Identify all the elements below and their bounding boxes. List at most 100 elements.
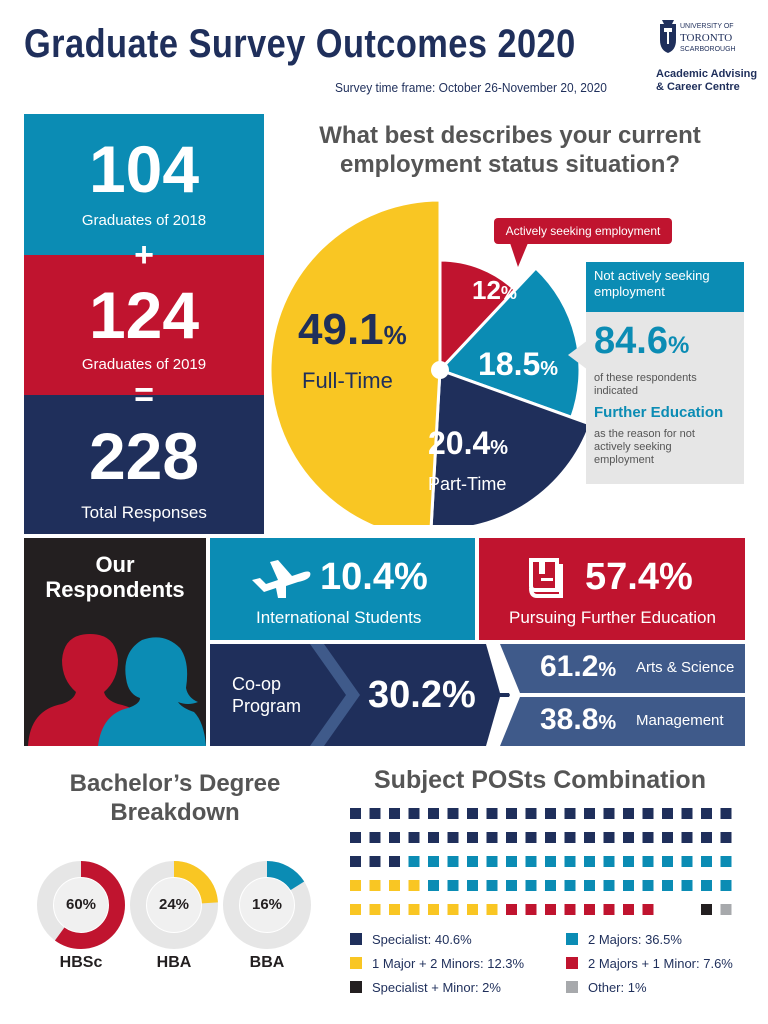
total-responses-label: Total Responses — [81, 503, 207, 522]
waffle-cell-2-majors — [545, 856, 556, 867]
donut-hbsc — [37, 861, 125, 949]
waffle-cell-1-major-2-minors — [389, 880, 400, 891]
donut-center — [240, 878, 294, 932]
waffle-cell-specialist — [369, 808, 381, 819]
coop-chevron — [310, 644, 360, 746]
legend-item: Specialist: 40.6% — [350, 932, 472, 947]
arts-science-pct: 61.2% — [540, 650, 617, 683]
waffle-cell-2-majors — [506, 856, 517, 867]
graduates-2019-box: 124 Graduates of 2019 — [24, 255, 264, 395]
subrow-arrows — [486, 644, 520, 746]
parttime-label: Part-Time — [428, 474, 507, 494]
pie-slice-fulltime — [270, 198, 442, 525]
waffle-cell-specialist — [603, 808, 615, 819]
waffle-cell-1-major-2-minors — [408, 904, 420, 915]
survey-time-frame: Survey time frame: October 26-November 2… — [335, 80, 607, 95]
waffle-cell-other — [720, 904, 732, 915]
notseeking-callout: Not actively seeking employment 84.6% of… — [586, 262, 744, 484]
waffle-cell-2-majors — [564, 880, 576, 891]
waffle-cell-specialist — [681, 808, 693, 819]
book-icon — [529, 558, 563, 598]
posts-legend: Specialist: 40.6% 2 Majors: 36.5% 1 Major … — [350, 932, 750, 1012]
waffle-cell-specialist — [603, 832, 615, 843]
notseeking-pct-label: 18.5% — [478, 346, 559, 382]
waffle-cell-1-major-2-minors — [447, 904, 459, 915]
employment-pie-chart — [270, 198, 593, 525]
waffle-cell-specialist — [623, 832, 634, 843]
seeking-pct-label: 12% — [472, 275, 517, 305]
respondents-title: Our Respondents — [45, 552, 185, 603]
waffle-cell-specialist-minor — [701, 904, 712, 915]
waffle-cell-2-majors — [525, 880, 537, 891]
waffle-cell-1-major-2-minors — [389, 904, 400, 915]
donut-arc-hba — [130, 861, 218, 949]
waffle-cell-2-majors — [701, 856, 712, 867]
waffle-cell-2-majors — [506, 880, 517, 891]
degree-label-hbsc: HBSc — [59, 954, 103, 971]
management-pct: 38.8% — [540, 703, 617, 736]
donut-pct-hba: 24% — [158, 896, 190, 913]
waffle-cell-1-major-2-minors — [350, 880, 361, 891]
waffle-cell-specialist — [350, 808, 361, 819]
arts-science-row: 61.2% Arts & Science — [500, 644, 745, 693]
callout-highlight: Further Education — [594, 404, 724, 421]
legend-label: 1 Major + 2 Minors: 12.3% — [372, 956, 525, 971]
waffle-cell-specialist — [506, 832, 517, 843]
waffle-cell-2-majors-1-minor — [642, 904, 654, 915]
donut-arc-bba — [223, 861, 311, 949]
coop-box: Co-op Program 30.2% — [210, 644, 510, 746]
legend-item: 2 Majors + 1 Minor: 7.6% — [566, 956, 733, 971]
waffle-cell-specialist — [428, 832, 439, 843]
waffle-cell-2-majors — [662, 880, 673, 891]
waffle-cell-2-majors — [467, 880, 478, 891]
waffle-cell-2-majors — [486, 856, 498, 867]
waffle-cell-specialist — [720, 808, 732, 819]
waffle-cell-specialist — [369, 856, 381, 867]
waffle-cell-specialist — [389, 808, 400, 819]
waffle-cell-specialist — [642, 832, 654, 843]
graduates-2019-label: Graduates of 2019 — [81, 356, 207, 373]
waffle-cell-specialist — [486, 832, 498, 843]
international-label: International Students — [256, 608, 422, 627]
international-pct: 10.4% — [320, 556, 428, 598]
legend-label: Specialist: 40.6% — [372, 932, 472, 947]
graduates-2019-count: 124 — [88, 278, 200, 352]
notseeking-callout-pointer — [568, 340, 588, 370]
degree-donuts: 60% HBSc 24% HBA 16% BBA — [36, 860, 326, 980]
further-ed-reason-pct: 84.6% — [594, 320, 690, 362]
legend-swatch — [350, 933, 362, 945]
pie-center-dot — [431, 361, 449, 379]
seeking-callout: Actively seeking employment — [494, 218, 672, 244]
legend-label: Specialist + Minor: 2% — [372, 980, 501, 995]
legend-swatch — [350, 957, 362, 969]
donut-pct-hbsc: 60% — [65, 896, 97, 913]
waffle-cell-2-majors — [467, 856, 478, 867]
waffle-cell-specialist — [584, 808, 595, 819]
waffle-cell-specialist — [467, 808, 478, 819]
waffle-cell-2-majors — [603, 856, 615, 867]
waffle-cell-2-majors — [681, 880, 693, 891]
waffle-cell-2-majors — [623, 856, 634, 867]
pie-slice-parttime — [429, 367, 593, 525]
waffle-cell-2-majors — [701, 880, 712, 891]
plus-sign: + — [134, 236, 154, 274]
waffle-cell-specialist — [701, 832, 712, 843]
waffle-cell-2-majors — [408, 856, 420, 867]
waffle-cell-2-majors — [564, 856, 576, 867]
waffle-cell-specialist — [564, 832, 576, 843]
waffle-cell-specialist — [389, 856, 400, 867]
waffle-cell-2-majors — [447, 880, 459, 891]
callout-text-1: of these respondents indicated — [594, 372, 697, 398]
total-responses-count: 228 — [88, 419, 200, 493]
further-education-label: Pursuing Further Education — [509, 608, 716, 627]
legend-item: 1 Major + 2 Minors: 12.3% — [350, 956, 524, 971]
international-students-box: 10.4% International Students — [210, 538, 475, 640]
legend-label: 2 Majors: 36.5% — [588, 932, 682, 947]
graduates-2018-box: 104 Graduates of 2018 — [24, 114, 264, 255]
waffle-cell-2-majors — [623, 880, 634, 891]
employment-question: What best describes your current employm… — [319, 122, 701, 178]
totals-column: 104 Graduates of 2018 124 Graduates of 2… — [24, 114, 264, 534]
coop-pct: 30.2% — [368, 674, 476, 716]
legend-swatch — [566, 933, 578, 945]
donut-center — [147, 878, 201, 932]
